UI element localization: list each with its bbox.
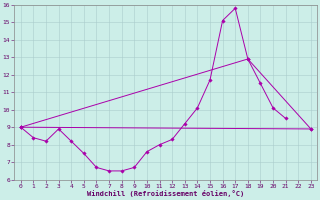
X-axis label: Windchill (Refroidissement éolien,°C): Windchill (Refroidissement éolien,°C) xyxy=(87,190,244,197)
